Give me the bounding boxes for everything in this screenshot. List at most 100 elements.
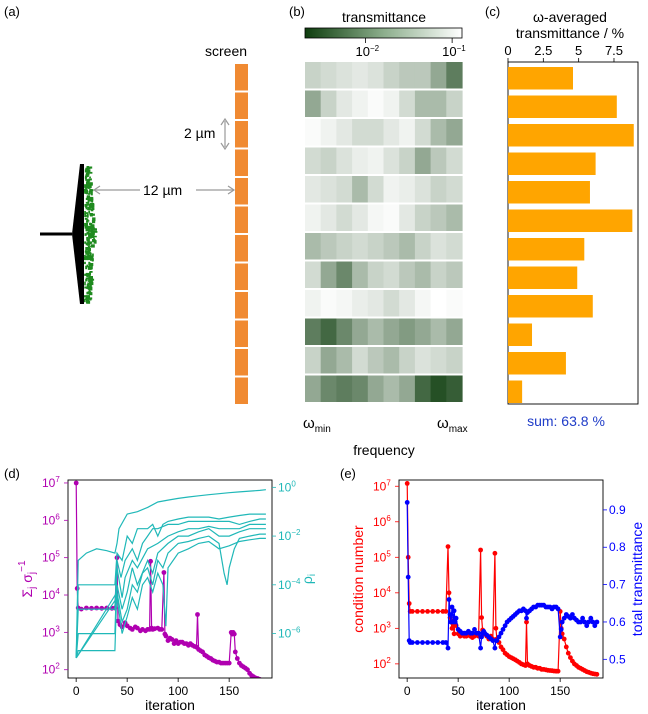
series-marker [430, 609, 436, 614]
scatterer-grain [86, 257, 90, 261]
panel-d-axes: 0 50 100 150 102 103 104 105 106 107 100 10−2 10−4 10… [42, 475, 301, 698]
series-marker [445, 544, 451, 549]
series-marker [409, 640, 415, 645]
right-tick-label: 0.9 [609, 503, 626, 517]
panel-e-condition: 0 50 100 150 102 103 104 105 106 107 0.5 0.6 0.7 0.8 0… [350, 478, 645, 713]
heatmap-cell [367, 261, 385, 288]
series-marker [89, 605, 94, 611]
left-tick-label: 107 [373, 478, 391, 493]
scatterer-grain [89, 166, 93, 169]
scatterer-grain [90, 213, 93, 217]
scatterer-grain [89, 189, 93, 193]
scatterer-grain [86, 264, 89, 268]
heatmap-cell [367, 90, 385, 117]
right-tick-label: 0.8 [609, 540, 626, 554]
series-marker [558, 627, 564, 632]
scatterer-grain [89, 276, 93, 280]
scatterer-grain [91, 219, 96, 224]
series-line [75, 523, 266, 658]
series-marker [580, 615, 585, 621]
scatterer-grain [88, 241, 93, 244]
series-marker [435, 640, 441, 645]
scatterer-grain [86, 272, 90, 277]
series-marker [479, 615, 484, 620]
bar-sum-annotation: sum: 63.8 % [527, 413, 605, 429]
scatterer-grain [86, 287, 90, 289]
distance-arrow-right [227, 185, 236, 195]
series-marker [568, 655, 573, 660]
series-marker [261, 679, 266, 684]
heatmap-cell [414, 261, 432, 288]
heatmap-cell [336, 147, 353, 174]
scatterer-grain [92, 224, 95, 227]
heatmap-cell [383, 204, 400, 231]
series-marker [498, 630, 504, 636]
series-marker [586, 619, 592, 625]
right-tick-label: 0.5 [609, 652, 626, 666]
left-tick-label: 102 [42, 662, 60, 677]
panel-d-right-label: ρi [299, 574, 318, 584]
scatterer-grain [90, 208, 94, 212]
bar [508, 209, 633, 232]
screen-pixel [235, 377, 248, 404]
heatmap-cell [352, 147, 369, 174]
scatterer-grain [90, 230, 94, 233]
scatterer-grain [90, 263, 94, 267]
heatmap-cell [352, 90, 369, 117]
heatmap-cell [367, 147, 385, 174]
scatterer-grain [87, 197, 92, 199]
series-marker [234, 656, 240, 661]
series-marker [492, 550, 498, 556]
left-tick-label: 103 [373, 620, 391, 635]
heatmap-cell [383, 233, 400, 260]
series-marker [163, 633, 169, 639]
heatmap-cell [430, 62, 447, 89]
heatmap-cell [305, 90, 322, 117]
series-marker [232, 649, 238, 655]
series-marker [472, 627, 477, 632]
scatterer-grain [88, 245, 90, 250]
heatmap-cell [430, 375, 447, 402]
series-marker [578, 619, 583, 625]
bar [508, 152, 596, 175]
scatterer-grain [84, 188, 88, 193]
panel-e-axes: 0 50 100 150 102 103 104 105 106 107 0.5 0.6 0.7 0.8 0… [373, 478, 626, 698]
heatmap-cell [446, 204, 463, 231]
heatmap-cell [320, 375, 337, 402]
scatterer-grain [85, 169, 89, 172]
heatmap-cell [399, 347, 416, 374]
heatmap-cell [430, 119, 447, 146]
heatmap-cell [399, 176, 416, 203]
scatterer-grain [87, 252, 91, 254]
series-marker [159, 627, 165, 632]
heatmap-cell [336, 62, 353, 89]
heatmap-cell [430, 261, 447, 288]
panel-e-left-label: condition number [350, 525, 366, 633]
series-marker [524, 619, 529, 625]
scatterer-grain [91, 244, 95, 248]
x-tick-label: 0 [73, 684, 80, 698]
series-line [75, 533, 266, 659]
panel-label-a: (a) [4, 4, 20, 19]
scatterer-grain [92, 239, 95, 242]
panel-label-e: (e) [340, 466, 356, 481]
heatmap-cell [367, 62, 385, 89]
series-marker [161, 570, 167, 575]
x-tick-label: 150 [219, 684, 239, 698]
bar-tick-label: 7.5 [605, 43, 623, 58]
scatterer-grain [84, 295, 87, 298]
scatterer-grain [84, 233, 87, 236]
heatmap-cell [414, 147, 432, 174]
screen-pixel [235, 149, 248, 176]
heatmap-cell [305, 204, 322, 231]
scatterer-grain [87, 225, 91, 230]
series-marker [582, 619, 587, 625]
heatmap-cell [320, 204, 337, 231]
scatterer-grain [88, 205, 92, 209]
panel-d-series [73, 480, 266, 684]
series-marker [115, 618, 121, 624]
heatmap-cell [414, 318, 432, 345]
scatterer-grain [86, 284, 90, 288]
bar-title-line1: ω-averaged [533, 9, 607, 25]
heatmap-cell [446, 90, 463, 117]
